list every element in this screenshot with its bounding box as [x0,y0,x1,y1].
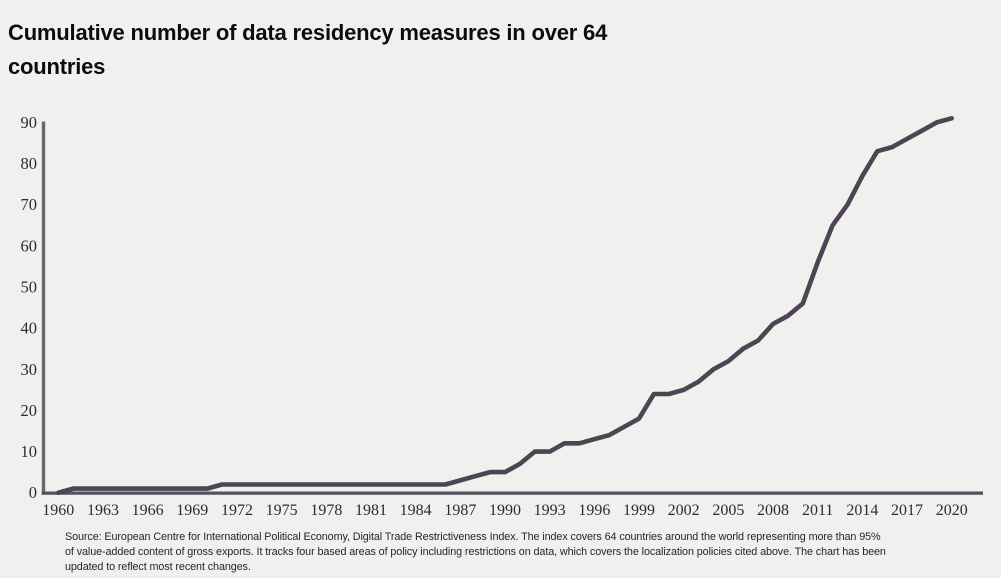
x-tick-label: 1987 [444,502,476,519]
x-tick-label: 2008 [757,502,789,519]
y-tick-label: 70 [21,195,38,214]
x-tick-label: 1972 [221,502,253,519]
axes [41,121,983,495]
data-series-line [55,116,955,496]
x-tick-label: 2014 [846,502,878,519]
x-tick-label: 1969 [176,502,208,519]
y-tick-label: 50 [21,278,38,297]
x-tick-label: 1990 [489,502,521,519]
x-tick-label: 1981 [355,502,387,519]
x-tick-label: 2011 [802,502,833,519]
x-tick-label: 1993 [534,502,566,519]
y-tick-label: 60 [21,236,38,255]
x-tick-label: 1978 [310,502,342,519]
chart-title: Cumulative number of data residency meas… [8,20,608,79]
y-tick-label: 40 [21,319,38,338]
x-tick-label: 1999 [623,502,655,519]
y-tick-labels: 0 10 20 30 40 50 60 70 80 90 [21,113,38,502]
y-tick-label: 0 [29,483,37,502]
x-tick-label: 1963 [87,502,119,519]
x-tick-label: 2020 [936,502,968,519]
x-tick-label: 2002 [668,502,700,519]
source-note: Source: European Centre for Internationa… [65,531,886,573]
x-tick-label: 1975 [266,502,298,519]
x-tick-label: 2005 [712,502,744,519]
y-tick-label: 80 [21,154,38,173]
y-tick-label: 90 [21,113,38,132]
x-tick-label: 1966 [132,502,164,519]
x-tick-labels: 1960 1963 1966 1969 1972 1975 1978 1981 1984 1987… [42,502,967,519]
x-tick-label: 1960 [42,502,74,519]
y-tick-label: 30 [21,360,38,379]
x-tick-label: 1996 [578,502,610,519]
x-tick-label: 2017 [891,502,923,519]
x-tick-label: 1984 [400,502,432,519]
y-tick-label: 10 [21,442,38,461]
y-tick-label: 20 [21,401,38,420]
